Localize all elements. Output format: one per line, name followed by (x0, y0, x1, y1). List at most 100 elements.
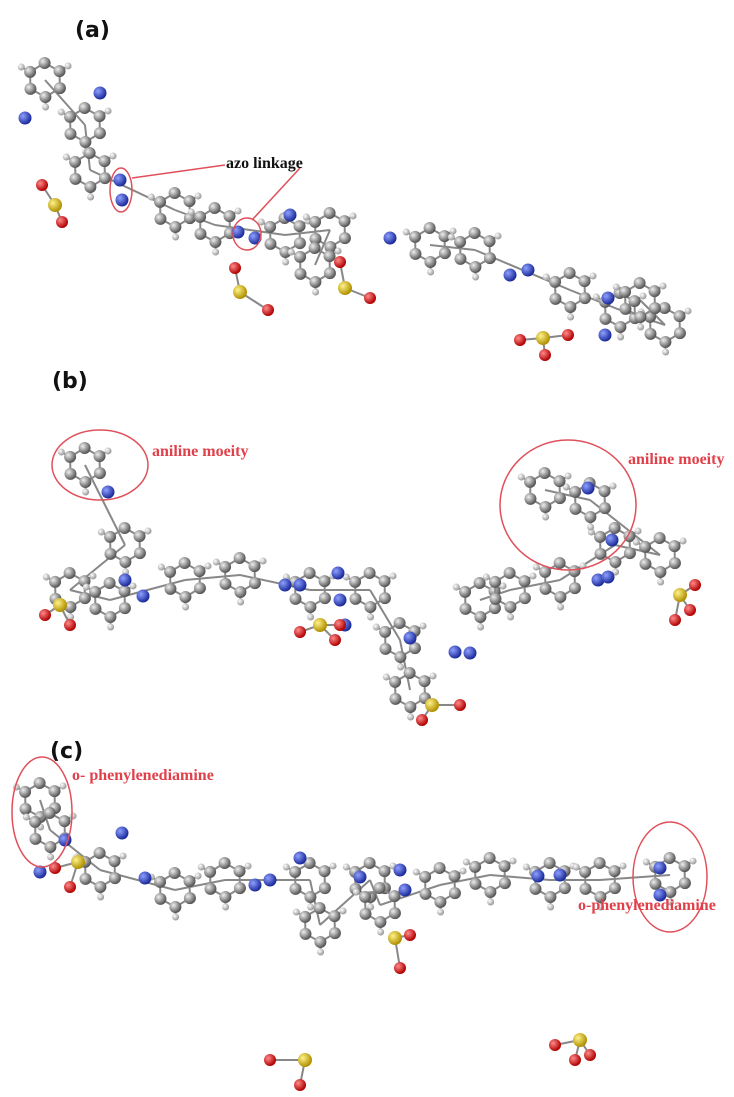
hydrogen-atom (679, 537, 687, 545)
oxygen-atom (514, 334, 526, 346)
bond (369, 879, 381, 906)
nitrogen-atom (403, 631, 417, 645)
oxygen-atom (404, 929, 416, 941)
carbon-atom (194, 210, 207, 223)
carbon-atom (93, 450, 106, 463)
carbon-atom (608, 522, 621, 535)
hydrogen-atom (257, 218, 265, 226)
carbon-atom (64, 110, 77, 123)
carbon-atom (594, 890, 607, 903)
carbon-atom (664, 885, 677, 898)
carbon-atom (299, 927, 312, 940)
carbon-atom (489, 592, 502, 605)
hydrogen-atom (522, 863, 530, 871)
carbon-atom (89, 602, 102, 615)
carbon-atom (363, 567, 376, 580)
carbon-atom (634, 310, 647, 323)
carbon-atom (154, 195, 167, 208)
carbon-atom (193, 582, 206, 595)
hydrogen-atom (567, 313, 575, 321)
hydrogen-atom (172, 233, 180, 241)
carbon-atom (644, 327, 657, 340)
carbon-atom (69, 172, 82, 185)
hydrogen-atom (334, 247, 342, 255)
carbon-atom (598, 485, 611, 498)
oxygen-atom (229, 262, 241, 274)
carbon-atom (549, 275, 562, 288)
carbon-atom (578, 292, 591, 305)
carbon-atom (118, 585, 131, 598)
hydrogen-atom (212, 248, 220, 256)
carbon-atom (554, 590, 567, 603)
carbon-atom (639, 557, 652, 570)
hydrogen-atom (129, 582, 137, 590)
hydrogen-atom (517, 473, 525, 481)
carbon-atom (394, 650, 407, 663)
hydrogen-atom (657, 578, 665, 586)
bond (559, 544, 616, 581)
nitrogen-atom (393, 863, 407, 877)
carbon-atom (349, 592, 362, 605)
hydrogen-atom (194, 192, 202, 200)
hydrogen-atom (634, 527, 642, 535)
annotation: aniline moeity (628, 451, 724, 468)
carbon-atom (553, 492, 566, 505)
carbon-atom (668, 557, 681, 570)
carbon-atom (318, 575, 331, 588)
carbon-atom (403, 667, 416, 680)
carbon-atom (328, 910, 341, 923)
carbon-atom (303, 857, 316, 870)
oxygen-atom (334, 619, 346, 631)
leader-line (131, 164, 226, 179)
carbon-atom (103, 577, 116, 590)
hydrogen-atom (689, 857, 697, 865)
nitrogen-atom (653, 861, 667, 875)
nitrogen-atom (553, 868, 567, 882)
carbon-atom (434, 895, 447, 908)
oxygen-atom (39, 609, 51, 621)
hydrogen-atom (67, 613, 75, 621)
carbon-atom (378, 575, 391, 588)
carbon-atom (678, 860, 691, 873)
carbon-atom (568, 582, 581, 595)
carbon-atom (424, 255, 437, 268)
carbon-atom (264, 220, 277, 233)
oxygen-atom (329, 634, 341, 646)
carbon-atom (219, 890, 232, 903)
nitrogen-atom (598, 328, 612, 342)
hydrogen-atom (349, 212, 357, 220)
carbon-atom (304, 600, 317, 613)
hydrogen-atom (659, 282, 667, 290)
carbon-atom (29, 832, 42, 845)
sulfur-atom (48, 198, 62, 212)
hydrogen-atom (204, 562, 212, 570)
sulfur-atom (425, 698, 439, 712)
carbon-atom (304, 890, 317, 903)
hydrogen-atom (57, 108, 65, 116)
carbon-atom (659, 335, 672, 348)
carbon-atom (64, 600, 77, 613)
hydrogen-atom (472, 273, 480, 281)
bond (174, 879, 226, 891)
carbon-atom (323, 267, 336, 280)
hydrogen-atom (547, 903, 555, 911)
carbon-atom (309, 215, 322, 228)
hydrogen-atom (412, 868, 420, 876)
nitrogen-atom (113, 173, 127, 187)
carbon-atom (658, 302, 671, 315)
carbon-atom (154, 875, 167, 888)
hydrogen-atom (402, 228, 410, 236)
carbon-atom (328, 927, 341, 940)
carbon-atom (388, 907, 401, 920)
hydrogen-atom (144, 527, 152, 535)
carbon-atom (378, 865, 391, 878)
hydrogen-atom (87, 193, 95, 201)
carbon-atom (539, 565, 552, 578)
bond (369, 589, 401, 641)
bond (399, 639, 411, 691)
hydrogen-atom (57, 448, 65, 456)
nitrogen-atom (101, 485, 115, 499)
bond (184, 574, 241, 581)
carbon-atom (309, 275, 322, 288)
carbon-atom (38, 57, 51, 70)
